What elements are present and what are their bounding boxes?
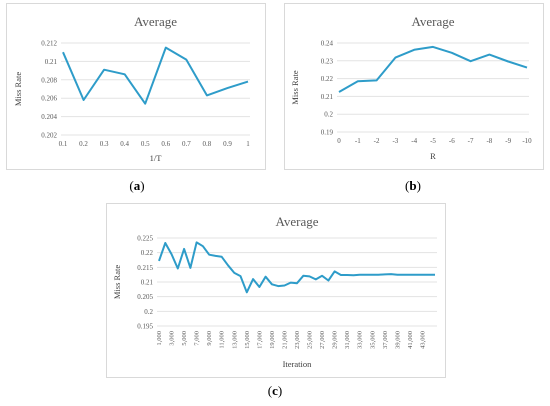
chart-panel-a: Average 0.202 0.204 0.206 0.208 0.21 0.212 0.1 0… [6, 3, 266, 170]
chart-panel-b: Average 0.19 0.2 0.21 0.22 0.23 0.24 0 -1 -2 -3 -4 -… [284, 3, 544, 170]
x-tick-label: 41,000 [407, 331, 414, 349]
x-tick-label: 25,000 [307, 331, 314, 349]
x-tick-label: 0.6 [161, 140, 170, 148]
x-tick-label: 0 [337, 137, 341, 145]
x-tick-label: 19,000 [269, 331, 276, 349]
x-tick-label: 5,000 [181, 331, 188, 346]
chart-b: Average 0.19 0.2 0.21 0.22 0.23 0.24 0 -1 -2 -3 -4 -… [290, 14, 532, 161]
x-axis-label: Iteration [283, 359, 313, 369]
x-tick-label: -10 [522, 137, 532, 145]
y-tick-label: 0.22 [141, 249, 154, 257]
chart-panel-c: Average 0.195 0.2 0.205 0.21 0.215 0.22 0.225 1,… [106, 203, 446, 378]
x-tick-label: -6 [449, 137, 455, 145]
x-tick-label: 9,000 [206, 331, 213, 346]
chart-c: Average 0.195 0.2 0.205 0.21 0.215 0.22 0.225 1,… [112, 214, 437, 369]
y-tick-label: 0.195 [137, 323, 153, 331]
x-tick-label: 35,000 [369, 331, 376, 349]
x-tick-label: 0.5 [141, 140, 150, 148]
caption-c: (c) [267, 383, 283, 398]
x-tick-label: 23,000 [294, 331, 301, 349]
y-tick-label: 0.206 [41, 95, 57, 103]
x-tick-label: 27,000 [319, 331, 326, 349]
y-tick-label: 0.21 [45, 58, 58, 66]
x-tick-label: 21,000 [281, 331, 288, 349]
x-axis-label: R [430, 151, 436, 161]
x-tick-label: 11,000 [219, 331, 226, 349]
y-tick-label: 0.212 [41, 40, 57, 48]
x-tick-label: 0.1 [59, 140, 68, 148]
x-tick-label: -4 [411, 137, 417, 145]
chart-title: Average [411, 14, 454, 29]
x-tick-label: 29,000 [332, 331, 339, 349]
caption-a: (a) [129, 178, 145, 193]
y-tick-label: 0.19 [321, 129, 334, 137]
chart-title: Average [134, 14, 177, 29]
x-tick-label: 0.9 [223, 140, 232, 148]
y-tick-label: 0.2 [324, 111, 333, 119]
y-axis-label: Miss Rate [112, 265, 122, 299]
x-tick-label: 7,000 [194, 331, 201, 346]
y-tick-label: 0.205 [137, 293, 153, 301]
x-tick-label: 0.4 [120, 140, 129, 148]
x-axis-label: 1/T [150, 153, 163, 163]
x-tick-label: 0.7 [182, 140, 191, 148]
x-tick-label: -8 [486, 137, 492, 145]
x-tick-label: -5 [430, 137, 436, 145]
chart-title: Average [275, 214, 318, 229]
x-tick-label: -7 [468, 137, 474, 145]
x-tick-label: 0.3 [100, 140, 109, 148]
x-tick-label: 1 [246, 140, 250, 148]
y-tick-label: 0.215 [137, 264, 153, 272]
x-tick-label: 0.8 [203, 140, 212, 148]
x-tick-label: 39,000 [394, 331, 401, 349]
y-tick-label: 0.208 [41, 76, 57, 84]
y-tick-label: 0.204 [41, 113, 57, 121]
x-tick-label: 15,000 [244, 331, 251, 349]
y-tick-label: 0.21 [141, 279, 154, 287]
x-tick-label: -3 [392, 137, 398, 145]
x-tick-label: 0.2 [79, 140, 88, 148]
series-line [158, 241, 435, 294]
x-tick-label: 33,000 [357, 331, 364, 349]
y-tick-label: 0.202 [41, 132, 57, 140]
x-tick-label: 31,000 [344, 331, 351, 349]
x-tick-label: 43,000 [419, 331, 426, 349]
y-tick-label: 0.22 [321, 75, 334, 83]
x-tick-label: 37,000 [382, 331, 389, 349]
y-axis-label: Miss Rate [13, 72, 23, 106]
y-axis-label: Miss Rate [290, 70, 300, 104]
x-tick-label: -9 [505, 137, 511, 145]
y-tick-label: 0.21 [321, 93, 334, 101]
x-tick-label: 17,000 [256, 331, 263, 349]
y-tick-label: 0.2 [144, 308, 153, 316]
series-line [62, 46, 249, 105]
y-tick-label: 0.225 [137, 235, 153, 243]
x-tick-label: 1,000 [156, 331, 163, 346]
series-line [338, 45, 528, 93]
y-tick-label: 0.24 [321, 40, 334, 48]
y-tick-label: 0.23 [321, 57, 334, 65]
x-tick-label: -2 [374, 137, 380, 145]
x-tick-label: 13,000 [231, 331, 238, 349]
caption-b: (b) [405, 178, 421, 193]
x-tick-label: -1 [355, 137, 361, 145]
x-tick-label: 3,000 [169, 331, 176, 346]
